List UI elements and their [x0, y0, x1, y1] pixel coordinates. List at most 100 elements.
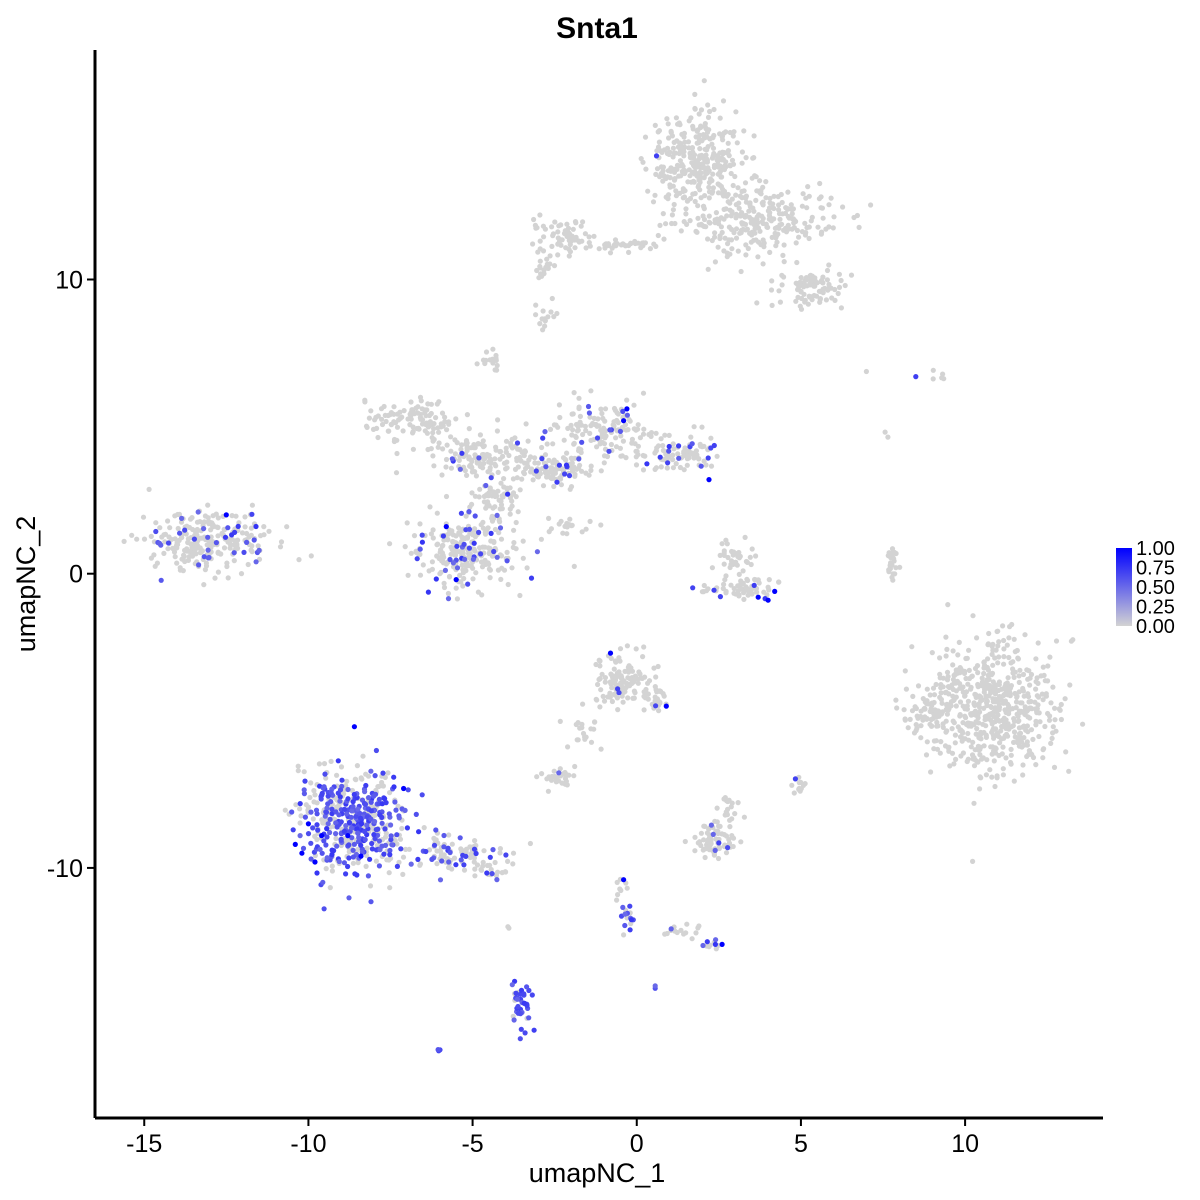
cell-point-expressing: [289, 809, 295, 815]
cell-point: [129, 532, 135, 538]
cell-point: [710, 171, 716, 177]
cell-point: [510, 527, 517, 533]
cell-point-expressing: [717, 594, 724, 600]
cell-point: [945, 674, 951, 680]
cell-point: [1067, 682, 1073, 688]
cell-point: [504, 465, 510, 471]
cell-point: [680, 163, 686, 169]
cell-point: [965, 756, 971, 762]
cell-point: [570, 226, 576, 232]
cell-point-expressing: [708, 822, 715, 828]
cell-point: [1010, 659, 1016, 665]
cell-point: [503, 449, 509, 455]
cell-point: [472, 548, 478, 554]
cell-point: [653, 171, 659, 177]
cell-point-expressing: [490, 847, 496, 853]
cell-point: [1012, 734, 1018, 740]
cell-point: [830, 225, 836, 231]
cell-point: [725, 806, 731, 812]
cell-point-expressing: [792, 776, 799, 782]
cell-point-expressing: [244, 539, 250, 546]
cell-point: [634, 676, 640, 682]
cell-point: [962, 693, 968, 699]
cell-point: [945, 602, 951, 608]
cell-point: [618, 453, 624, 459]
cell-point: [407, 422, 413, 428]
cell-point-expressing: [355, 830, 361, 836]
cell-point: [295, 763, 301, 769]
cell-point-expressing: [445, 845, 451, 851]
cell-point-expressing: [334, 824, 340, 830]
cell-point-expressing: [225, 525, 231, 531]
cell-point: [433, 415, 439, 421]
cell-point: [745, 245, 751, 252]
cell-point: [403, 846, 409, 853]
cell-point: [295, 768, 301, 774]
cell-point: [530, 241, 536, 247]
cell-point: [443, 493, 450, 500]
cell-point: [721, 581, 727, 588]
cell-point: [655, 232, 661, 239]
cell-point: [943, 707, 949, 713]
cell-point: [523, 465, 529, 472]
cell-point-expressing: [528, 575, 535, 581]
cell-point: [301, 769, 307, 775]
cell-point: [976, 694, 982, 700]
cell-point: [971, 763, 978, 769]
cell-point-expressing: [391, 784, 397, 790]
cell-point-expressing: [363, 782, 369, 789]
cell-point: [373, 858, 379, 864]
cell-point: [387, 541, 393, 547]
cell-point: [698, 842, 704, 849]
cell-point: [570, 427, 576, 433]
cell-point: [544, 474, 550, 480]
cell-point-expressing: [515, 1003, 521, 1010]
cell-point-expressing: [556, 770, 562, 776]
cell-point: [887, 553, 893, 559]
cell-point: [705, 837, 711, 843]
cell-point: [465, 534, 471, 540]
cell-point: [618, 433, 624, 439]
cell-point: [995, 717, 1001, 723]
cell-point-expressing: [308, 856, 314, 862]
cell-point-expressing: [338, 837, 344, 843]
cell-point: [518, 458, 524, 464]
cell-point: [670, 145, 677, 151]
cell-point-expressing: [358, 842, 364, 848]
cell-point: [622, 422, 629, 428]
cell-point: [696, 137, 703, 143]
cell-point: [804, 205, 810, 211]
cell-point-expressing: [388, 837, 394, 843]
cell-point: [761, 240, 767, 246]
cell-point: [495, 469, 501, 475]
cell-point: [293, 802, 299, 808]
cell-point: [702, 854, 708, 861]
cell-point-expressing: [526, 1015, 532, 1021]
cell-point-expressing: [195, 509, 201, 515]
cell-point: [972, 665, 979, 672]
cell-point: [1011, 739, 1017, 746]
cell-point: [161, 550, 167, 557]
cell-point: [743, 252, 749, 258]
y-tick-label: 10: [55, 266, 83, 294]
cell-point: [998, 697, 1005, 703]
cell-point: [490, 346, 496, 352]
cell-point: [488, 866, 494, 873]
cell-point: [713, 946, 719, 952]
cell-point-expressing: [345, 796, 351, 802]
cell-point: [185, 536, 191, 542]
cell-point-expressing: [323, 842, 329, 848]
cell-point: [297, 820, 303, 826]
cell-point: [932, 712, 938, 718]
cell-point: [556, 239, 563, 245]
cell-point: [1011, 636, 1017, 642]
x-tick-label: -5: [461, 1130, 483, 1158]
cell-point: [473, 473, 479, 479]
cell-point: [218, 551, 224, 557]
cell-point: [723, 850, 730, 856]
cell-point: [743, 584, 749, 590]
cell-point: [601, 698, 608, 704]
cell-point-expressing: [665, 460, 671, 466]
cell-point: [640, 452, 646, 459]
cell-point: [510, 476, 516, 482]
